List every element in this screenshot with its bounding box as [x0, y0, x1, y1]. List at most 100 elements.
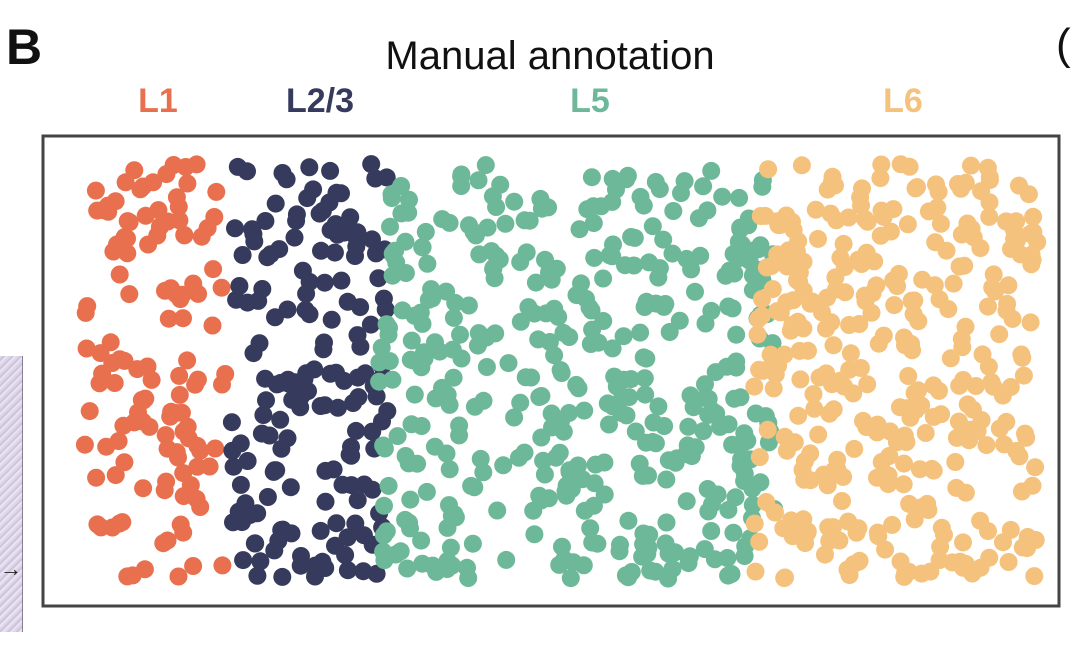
point-series-2: [659, 544, 678, 563]
point-series-3: [1024, 207, 1043, 226]
point-series-3: [977, 436, 996, 455]
point-series-2: [402, 331, 421, 350]
point-series-2: [412, 358, 431, 377]
point-series-2: [663, 559, 682, 578]
point-series-1: [361, 315, 380, 334]
point-series-3: [930, 381, 948, 400]
point-series-1: [363, 230, 381, 249]
point-series-2: [532, 387, 551, 405]
point-series-1: [295, 369, 314, 388]
point-series-0: [86, 181, 105, 200]
point-series-3: [818, 288, 837, 307]
point-series-2: [724, 244, 743, 263]
point-series-2: [707, 404, 726, 423]
point-series-3: [1016, 424, 1034, 443]
point-series-2: [635, 369, 654, 388]
point-series-3: [851, 359, 870, 377]
series-label-l1: L1: [138, 82, 178, 120]
point-series-3: [894, 475, 913, 494]
point-series-1: [338, 528, 357, 547]
point-series-3: [932, 405, 951, 424]
point-series-2: [487, 246, 506, 265]
point-series-2: [450, 416, 469, 435]
point-series-3: [979, 297, 997, 316]
point-series-2: [572, 274, 590, 293]
point-series-2: [412, 531, 431, 550]
point-series-1: [313, 201, 332, 220]
point-series-3: [836, 283, 855, 302]
point-series-0: [115, 351, 134, 370]
point-series-0: [154, 534, 173, 553]
point-series-0: [105, 374, 124, 392]
point-series-0: [191, 498, 210, 516]
point-series-0: [116, 173, 135, 192]
point-series-2: [562, 480, 581, 498]
point-series-0: [171, 515, 190, 534]
point-series-2: [468, 336, 487, 355]
point-series-3: [868, 468, 886, 487]
point-series-2: [719, 566, 738, 585]
point-series-2: [465, 478, 484, 497]
point-series-2: [560, 404, 578, 422]
point-series-2: [664, 202, 683, 220]
point-series-3: [952, 330, 971, 349]
point-series-2: [402, 415, 421, 434]
point-series-1: [273, 164, 292, 182]
point-series-3: [930, 290, 949, 309]
point-series-3: [880, 447, 899, 465]
point-series-0: [176, 158, 195, 176]
point-series-3: [746, 562, 765, 581]
point-series-2: [488, 501, 507, 520]
point-series-3: [1018, 539, 1036, 558]
point-series-0: [207, 182, 226, 201]
point-series-2: [372, 338, 391, 357]
point-series-3: [821, 204, 840, 223]
point-series-3: [764, 379, 783, 398]
point-series-2: [694, 177, 713, 196]
point-series-2: [569, 379, 588, 398]
point-series-2: [679, 554, 698, 573]
point-series-2: [696, 388, 715, 407]
point-series-2: [539, 489, 558, 508]
point-series-3: [971, 558, 990, 577]
point-series-3: [789, 406, 808, 425]
point-series-2: [584, 214, 603, 233]
point-series-3: [841, 344, 860, 363]
point-series-2: [574, 556, 593, 575]
point-series-3: [775, 569, 794, 588]
point-series-3: [960, 431, 978, 450]
point-series-2: [584, 197, 603, 216]
point-series-0: [203, 316, 222, 335]
point-series-3: [1003, 309, 1022, 328]
point-series-1: [316, 461, 335, 480]
point-series-1: [376, 300, 395, 319]
point-series-2: [551, 361, 570, 380]
point-series-2: [452, 177, 471, 195]
point-series-1: [355, 475, 374, 494]
series-label-l23: L2/3: [285, 82, 355, 120]
point-series-1: [332, 271, 351, 290]
point-series-3: [775, 427, 794, 446]
point-series-3: [994, 533, 1012, 552]
point-series-1: [296, 301, 315, 319]
point-series-2: [413, 238, 432, 257]
point-series-1: [264, 462, 283, 481]
point-series-3: [792, 156, 811, 175]
point-series-2: [637, 349, 656, 368]
point-series-0: [123, 566, 142, 585]
point-series-1: [230, 277, 249, 295]
point-series-2: [723, 299, 742, 318]
point-series-3: [927, 175, 945, 194]
point-series-0: [186, 375, 205, 394]
point-series-3: [761, 345, 780, 364]
point-series-2: [377, 522, 396, 541]
point-series-2: [696, 375, 714, 394]
point-series-3: [881, 422, 899, 441]
point-series-2: [584, 496, 603, 515]
chart-title: Manual annotation: [385, 34, 715, 78]
point-series-3: [949, 412, 968, 431]
point-series-2: [396, 447, 415, 465]
point-series-3: [817, 319, 835, 338]
point-series-2: [430, 342, 449, 361]
